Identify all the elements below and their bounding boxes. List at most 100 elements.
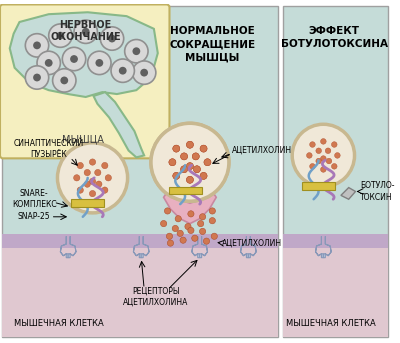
Circle shape — [186, 176, 194, 183]
Circle shape — [100, 27, 124, 50]
Circle shape — [186, 141, 194, 148]
Circle shape — [180, 237, 186, 243]
Circle shape — [82, 28, 90, 36]
Text: МЫШЕЧНАЯ КЛЕТКА: МЫШЕЧНАЯ КЛЕТКА — [286, 319, 376, 329]
Bar — [284, 236, 388, 336]
Text: МЫШЦА: МЫШЦА — [62, 134, 104, 144]
Circle shape — [169, 159, 176, 166]
Circle shape — [180, 153, 188, 160]
Polygon shape — [240, 236, 248, 258]
Text: SNAP-25: SNAP-25 — [18, 212, 50, 221]
Circle shape — [192, 153, 199, 160]
Circle shape — [326, 158, 332, 164]
Circle shape — [173, 145, 180, 152]
Bar — [2, 236, 278, 336]
Circle shape — [160, 221, 167, 227]
Text: БОТУЛО-
ТОКСИН: БОТУЛО- ТОКСИН — [360, 181, 395, 202]
Circle shape — [198, 221, 204, 227]
Circle shape — [74, 20, 98, 44]
Circle shape — [96, 181, 102, 187]
Circle shape — [49, 24, 72, 47]
Circle shape — [334, 153, 340, 158]
Circle shape — [164, 208, 171, 214]
Circle shape — [180, 153, 188, 160]
Circle shape — [25, 34, 49, 57]
Text: АЦЕТИЛХОЛИН: АЦЕТИЛХОЛИН — [222, 239, 282, 248]
Circle shape — [200, 173, 207, 179]
Circle shape — [58, 143, 128, 213]
Polygon shape — [192, 236, 200, 258]
Text: ЭФФЕКТ
БОТУЛОТОКСИНА: ЭФФЕКТ БОТУЛОТОКСИНА — [280, 26, 388, 49]
Circle shape — [125, 39, 148, 63]
Circle shape — [89, 178, 96, 185]
Polygon shape — [10, 12, 158, 97]
Circle shape — [96, 59, 103, 67]
Polygon shape — [323, 236, 331, 258]
Circle shape — [151, 123, 229, 201]
Polygon shape — [60, 236, 68, 258]
FancyBboxPatch shape — [0, 4, 170, 158]
Circle shape — [204, 159, 211, 166]
Circle shape — [194, 166, 200, 173]
Circle shape — [173, 173, 180, 179]
Circle shape — [209, 217, 216, 224]
Bar — [168, 187, 202, 194]
Circle shape — [169, 159, 176, 166]
Polygon shape — [164, 191, 216, 224]
Bar — [284, 7, 388, 336]
Circle shape — [172, 225, 178, 232]
Circle shape — [186, 163, 194, 170]
Polygon shape — [248, 236, 256, 258]
Circle shape — [194, 166, 200, 173]
Polygon shape — [94, 92, 144, 157]
Circle shape — [332, 142, 337, 147]
Circle shape — [52, 69, 76, 92]
Circle shape — [310, 142, 315, 147]
Circle shape — [211, 233, 217, 239]
Circle shape — [316, 158, 322, 164]
Circle shape — [33, 74, 41, 81]
Circle shape — [56, 32, 64, 39]
Polygon shape — [200, 236, 208, 258]
Circle shape — [209, 208, 216, 214]
Circle shape — [186, 163, 194, 170]
Bar — [71, 199, 104, 207]
Polygon shape — [68, 236, 76, 258]
Circle shape — [200, 214, 206, 220]
Circle shape — [177, 230, 183, 236]
Circle shape — [292, 124, 354, 187]
Polygon shape — [341, 188, 356, 199]
Circle shape — [180, 166, 188, 173]
Circle shape — [33, 42, 41, 49]
Text: СИНАПТИЧЕСКИЙ
ПУЗЫРЁК: СИНАПТИЧЕСКИЙ ПУЗЫРЁК — [14, 139, 84, 159]
Circle shape — [88, 51, 111, 74]
Circle shape — [95, 169, 101, 176]
Text: АЦЕТИЛХОЛИН: АЦЕТИЛХОЛИН — [232, 146, 292, 155]
Circle shape — [325, 148, 331, 154]
Circle shape — [25, 66, 49, 89]
Circle shape — [200, 145, 207, 152]
Circle shape — [84, 169, 90, 176]
Circle shape — [102, 187, 108, 193]
Circle shape — [173, 145, 180, 152]
Polygon shape — [316, 236, 323, 258]
Circle shape — [140, 69, 148, 76]
Circle shape — [108, 35, 116, 43]
Circle shape — [186, 141, 194, 148]
Circle shape — [192, 153, 199, 160]
Circle shape — [306, 153, 312, 158]
Circle shape — [203, 238, 210, 244]
Circle shape — [37, 51, 60, 74]
Circle shape — [200, 228, 206, 235]
Circle shape — [89, 159, 96, 165]
Circle shape — [320, 156, 326, 161]
Circle shape — [62, 47, 86, 71]
Circle shape — [320, 167, 326, 172]
Circle shape — [105, 175, 112, 181]
Circle shape — [119, 67, 127, 74]
Text: НОРМАЛЬНОЕ
СОКРАЩЕНИЕ
МЫШЦЫ: НОРМАЛЬНОЕ СОКРАЩЕНИЕ МЫШЦЫ — [169, 26, 255, 62]
Circle shape — [204, 159, 211, 166]
Text: SNARE-
КОМПЛЕКС: SNARE- КОМПЛЕКС — [12, 189, 56, 209]
Circle shape — [186, 176, 194, 183]
Circle shape — [102, 162, 108, 169]
